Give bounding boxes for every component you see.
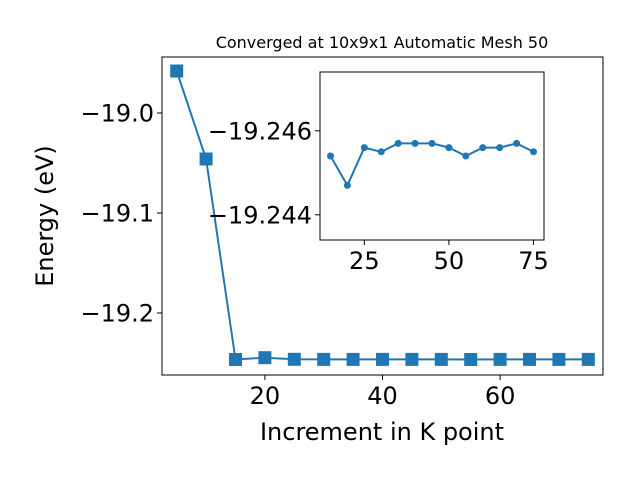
inset-data-point (411, 139, 419, 147)
inset-data-point (462, 152, 470, 160)
main-x-axis: 20 40 60 (250, 375, 516, 410)
inset-data-point (496, 144, 504, 152)
main-y-tick-label: −19.2 (80, 300, 154, 328)
main-data-point (317, 352, 331, 366)
main-y-axis: −19.0 −19.1 −19.2 (80, 100, 162, 328)
main-data-point (434, 352, 448, 366)
inset-data-point (428, 139, 436, 147)
inset-data-point (479, 144, 487, 152)
inset-x-tick-label: 50 (434, 247, 465, 275)
inset-data-point (343, 181, 351, 189)
main-data-point (170, 64, 184, 78)
inset-data-point (445, 144, 453, 152)
main-data-point (258, 351, 272, 365)
inset-y-tick-label: −19.244 (208, 201, 312, 229)
main-data-point (287, 352, 301, 366)
chart-title: Converged at 10x9x1 Automatic Mesh 50 (216, 33, 549, 52)
inset-plot-area (319, 71, 545, 241)
inset-data-point (360, 144, 368, 152)
main-data-point (376, 352, 389, 366)
inset-y-axis: −19.246 −19.244 (208, 117, 320, 229)
main-data-point (405, 352, 419, 366)
main-x-tick-label: 40 (367, 382, 398, 410)
inset-data-point (326, 152, 334, 160)
main-data-point (493, 352, 507, 366)
main-data-point (346, 352, 360, 366)
inset-x-axis: 25 50 75 (349, 240, 549, 275)
main-x-tick-label: 20 (250, 382, 281, 410)
main-data-point (199, 152, 213, 166)
inset-data-point (377, 148, 385, 156)
main-data-point (581, 352, 595, 366)
inset-x-tick-label: 75 (518, 247, 549, 275)
inset-data-point (513, 139, 521, 147)
main-data-point (464, 353, 478, 366)
inset-data-point (530, 148, 538, 156)
y-axis-label: Energy (eV) (31, 145, 59, 287)
inset-y-tick-label: −19.246 (208, 117, 312, 145)
inset-series-layer (326, 139, 538, 189)
inset-data-point (394, 139, 402, 147)
main-x-tick-label: 60 (485, 382, 516, 410)
inset-x-tick-label: 25 (349, 247, 380, 275)
main-chart: Converged at 10x9x1 Automatic Mesh 50 20… (31, 33, 604, 446)
main-series-layer (170, 64, 595, 366)
main-data-point (523, 352, 536, 366)
main-y-tick-label: −19.0 (80, 100, 154, 128)
main-data-point (229, 353, 242, 366)
main-data-point (552, 352, 566, 366)
main-y-tick-label: −19.1 (80, 200, 154, 228)
x-axis-label: Increment in K point (260, 418, 504, 446)
inset-chart: 25 50 75 −19.246 −19.244 (208, 71, 549, 275)
